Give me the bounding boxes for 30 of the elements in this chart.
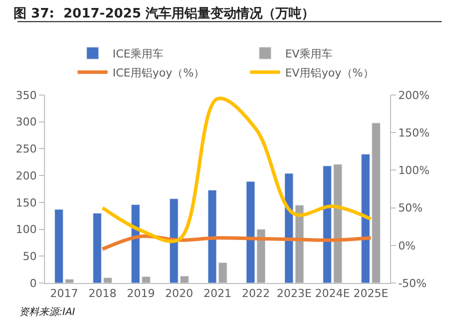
legend-label: ICE乘用车 — [112, 47, 164, 60]
y-tick-label: 50 — [22, 250, 37, 263]
y2-tick-label: 200% — [398, 88, 430, 102]
y2-tick-label: 50% — [398, 202, 423, 215]
y-tick-label: 0 — [30, 276, 37, 290]
line-series — [100, 234, 373, 251]
y2-tick-label: 100% — [398, 164, 430, 178]
x-tick-label: 2025E — [353, 287, 388, 300]
x-tick-label: 2019 — [126, 287, 155, 300]
y-tick-label: 150 — [16, 196, 37, 210]
x-tick-label: 2018 — [88, 287, 116, 300]
y-tick-label: 200 — [16, 169, 37, 182]
x-tick-label: 2024E — [315, 287, 350, 300]
y-tick-label: 250 — [16, 142, 37, 156]
y2-tick-label: -50% — [398, 276, 427, 290]
legend-label: ICE用铝yoy（%） — [112, 66, 205, 80]
y-tick-label: 350 — [16, 88, 37, 102]
x-tick-label: 2020 — [165, 287, 194, 300]
x-tick-label: 2022 — [242, 287, 270, 300]
x-tick-label: 2023E — [276, 287, 312, 300]
y2-tick-label: 150% — [398, 126, 430, 140]
text: 资料来源:IAI — [19, 306, 76, 318]
y2-tick-label: 0% — [398, 239, 416, 252]
y-tick-label: 100 — [16, 223, 37, 236]
x-tick-label: 2017 — [50, 287, 78, 300]
legend-label: EV乘用车 — [285, 47, 333, 60]
legend-label: EV用铝yoy（%） — [285, 66, 374, 80]
y-tick-label: 300 — [16, 116, 37, 129]
chart-title: 图 37: 2017-2025 汽车用铝量变动情况（万吨） — [14, 5, 315, 22]
x-tick-label: 2021 — [204, 287, 232, 300]
